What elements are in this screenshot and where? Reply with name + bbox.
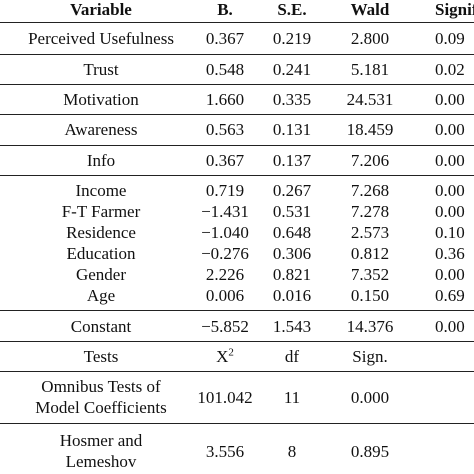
- row-wald: 0.812: [350, 244, 390, 263]
- row-label: Motivation: [63, 90, 139, 109]
- rule: [0, 145, 474, 146]
- row-signif: 0.02: [435, 60, 465, 79]
- chi-symbol: X: [216, 347, 229, 366]
- tests-header-df: df: [284, 347, 300, 366]
- row-se: 0.219: [272, 29, 312, 48]
- row-label: Perceived Usefulness: [28, 29, 174, 48]
- rule: [0, 310, 474, 311]
- row-b: 0.367: [205, 151, 245, 170]
- row-signif: 0.69: [435, 286, 465, 305]
- row-b: −1.431: [201, 202, 249, 221]
- tests-header-chi: X2: [190, 346, 260, 367]
- row-label: F-T Farmer: [61, 202, 141, 221]
- row-label: Constant: [70, 317, 132, 336]
- test-name-line2: Model Coefficients: [35, 398, 167, 417]
- rule: [0, 175, 474, 176]
- test-df: 8: [287, 442, 297, 461]
- test-name-line2: Lemeshov: [65, 452, 137, 471]
- row-se: 0.131: [272, 120, 312, 139]
- row-signif: 0.00: [435, 90, 465, 109]
- rule: [0, 114, 474, 115]
- row-wald: 5.181: [350, 60, 390, 79]
- row-signif: 0.00: [435, 181, 465, 200]
- test-chi: 3.556: [205, 442, 245, 461]
- row-se: 0.335: [272, 90, 312, 109]
- tests-header-sign: Sign.: [352, 347, 388, 366]
- row-se: 0.531: [272, 202, 312, 221]
- row-se: 0.016: [272, 286, 312, 305]
- row-b: −0.276: [201, 244, 249, 263]
- test-name: Omnibus Tests of Model Coefficients: [0, 376, 202, 418]
- row-wald: 7.352: [350, 265, 390, 284]
- tests-header-label: Tests: [83, 347, 119, 366]
- row-se: 0.241: [272, 60, 312, 79]
- row-signif: 0.10: [435, 223, 465, 242]
- row-label: Gender: [75, 265, 127, 284]
- row-b: 1.660: [205, 90, 245, 109]
- row-se: 0.137: [272, 151, 312, 170]
- row-wald: 18.459: [346, 120, 394, 139]
- row-wald: 24.531: [346, 90, 394, 109]
- header-b: B.: [217, 0, 233, 19]
- row-signif: 0.00: [435, 151, 465, 170]
- row-label: Awareness: [64, 120, 138, 139]
- rule-header: [0, 22, 474, 23]
- row-b: 0.719: [205, 181, 245, 200]
- row-b: 0.563: [205, 120, 245, 139]
- row-b: 0.006: [205, 286, 245, 305]
- row-label: Trust: [83, 60, 119, 79]
- row-label: Info: [86, 151, 116, 170]
- row-signif: 0.00: [435, 120, 465, 139]
- row-b: −1.040: [201, 223, 249, 242]
- rule: [0, 371, 474, 372]
- rule: [0, 341, 474, 342]
- header-wald: Wald: [350, 0, 390, 19]
- row-signif: 0.00: [435, 265, 465, 284]
- row-b: 0.548: [205, 60, 245, 79]
- row-label: Age: [86, 286, 116, 305]
- rule: [0, 423, 474, 424]
- test-sign: 0.000: [350, 388, 390, 407]
- row-wald: 2.800: [350, 29, 390, 48]
- row-b: 0.367: [205, 29, 245, 48]
- row-b: 2.226: [205, 265, 245, 284]
- test-name-line1: Hosmer and: [59, 431, 143, 450]
- row-wald: 14.376: [346, 317, 394, 336]
- test-df: 11: [283, 388, 301, 407]
- test-sign: 0.895: [350, 442, 390, 461]
- header-se: S.E.: [277, 0, 307, 19]
- header-variable: Variable: [70, 0, 132, 19]
- row-wald: 0.150: [350, 286, 390, 305]
- row-signif: 0.00: [435, 202, 465, 221]
- row-wald: 7.268: [350, 181, 390, 200]
- row-label: Education: [66, 244, 136, 263]
- rule: [0, 84, 474, 85]
- row-b: −5.852: [201, 317, 249, 336]
- row-signif: 0.36: [435, 244, 465, 263]
- test-chi: 101.042: [197, 388, 253, 407]
- row-label: Income: [75, 181, 127, 200]
- chi-superscript: 2: [228, 346, 234, 359]
- row-signif: 0.00: [435, 317, 465, 336]
- row-se: 0.306: [272, 244, 312, 263]
- row-se: 0.821: [272, 265, 312, 284]
- row-wald: 7.278: [350, 202, 390, 221]
- test-name-line1: Omnibus Tests of: [41, 377, 161, 396]
- row-signif: 0.09: [435, 29, 465, 48]
- row-se: 0.267: [272, 181, 312, 200]
- row-wald: 2.573: [350, 223, 390, 242]
- row-label: Residence: [66, 223, 136, 242]
- row-se: 0.648: [272, 223, 312, 242]
- test-name: Hosmer and Lemeshov: [0, 430, 202, 472]
- rule: [0, 54, 474, 55]
- header-signif: Signif: [435, 0, 474, 19]
- row-wald: 7.206: [350, 151, 390, 170]
- row-se: 1.543: [272, 317, 312, 336]
